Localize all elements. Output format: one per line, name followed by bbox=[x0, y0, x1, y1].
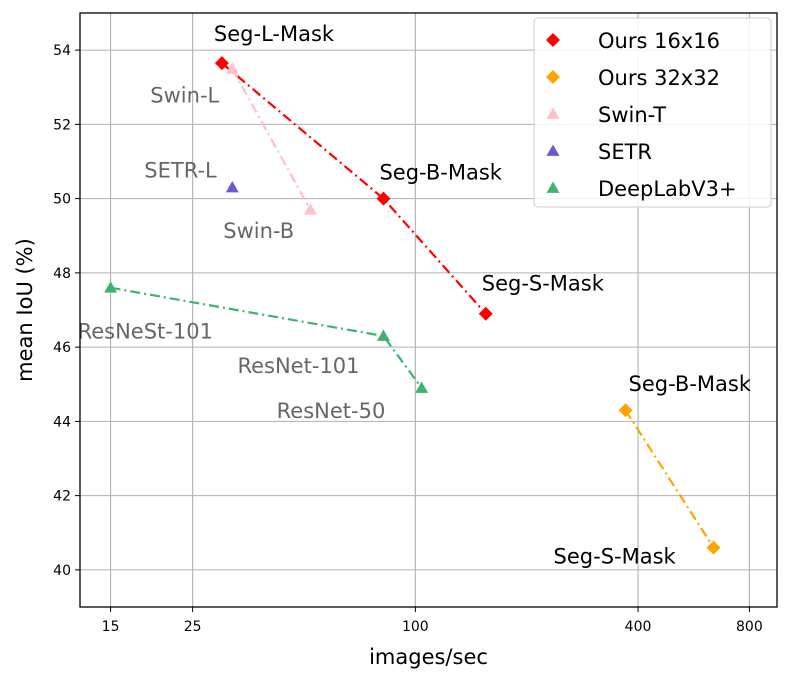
series-markers bbox=[104, 56, 721, 555]
diamond-marker bbox=[546, 70, 560, 84]
y-tick-label: 52 bbox=[53, 117, 71, 133]
diamond-marker bbox=[706, 540, 721, 555]
point-annotations: Seg-L-Mask Seg-B-Mask Seg-S-Mask Seg-B-Mask… bbox=[78, 22, 752, 568]
point-label: Swin-L bbox=[150, 84, 219, 108]
series-line bbox=[231, 68, 312, 211]
triangle-marker bbox=[546, 107, 560, 119]
diamond-marker bbox=[618, 403, 633, 418]
y-tick-label: 42 bbox=[53, 489, 71, 505]
y-tick-label: 50 bbox=[53, 192, 71, 208]
legend-entry: Ours 32x32 bbox=[598, 66, 720, 90]
series-lines bbox=[110, 62, 715, 549]
point-label: Seg-B-Mask bbox=[379, 161, 502, 185]
diamond-marker bbox=[214, 56, 229, 71]
point-label: ResNet-50 bbox=[277, 399, 386, 423]
x-tick-label: 400 bbox=[625, 619, 652, 635]
triangle-marker bbox=[303, 203, 317, 215]
legend-entry: DeepLabV3+ bbox=[598, 177, 737, 201]
legend: Ours 16x16 Ours 32x32 Swin-T SETR DeepLabV3+ bbox=[533, 17, 772, 208]
y-tick-label: 48 bbox=[53, 266, 71, 282]
y-tick-label: 46 bbox=[53, 340, 71, 356]
legend-entry: Ours 16x16 bbox=[598, 29, 720, 53]
plot-frame bbox=[79, 12, 778, 608]
diamond-marker bbox=[546, 33, 560, 47]
point-label: Seg-S-Mask bbox=[554, 545, 677, 569]
point-label: ResNeSt-101 bbox=[78, 320, 213, 344]
series-line bbox=[624, 409, 715, 549]
legend-box bbox=[533, 17, 772, 208]
x-tick-label: 800 bbox=[736, 619, 763, 635]
point-label: Seg-S-Mask bbox=[482, 272, 605, 296]
diamond-marker bbox=[376, 191, 391, 206]
point-label: ResNet-101 bbox=[237, 354, 359, 378]
point-label: Seg-B-Mask bbox=[629, 372, 752, 396]
point-label: Swin-B bbox=[223, 219, 294, 243]
y-tick-label: 40 bbox=[53, 563, 71, 579]
triangle-marker bbox=[225, 180, 239, 193]
x-tick-label: 15 bbox=[102, 619, 120, 635]
series-line bbox=[110, 286, 423, 389]
triangle-marker bbox=[415, 381, 429, 393]
triangle-marker bbox=[546, 181, 560, 193]
diamond-marker bbox=[478, 306, 493, 321]
x-axis-title: images/sec bbox=[369, 645, 488, 669]
triangle-marker bbox=[104, 281, 118, 293]
legend-entry: Swin-T bbox=[598, 103, 666, 127]
triangle-marker bbox=[376, 329, 390, 341]
x-tick-label: 100 bbox=[402, 619, 429, 635]
y-axis-title: mean IoU (%) bbox=[13, 238, 37, 382]
x-tick-label: 25 bbox=[184, 619, 202, 635]
y-tick-label: 54 bbox=[53, 43, 71, 59]
y-tick-label: 44 bbox=[53, 414, 71, 430]
triangle-marker bbox=[225, 62, 239, 74]
point-label: SETR-L bbox=[144, 158, 217, 182]
axis-ticks: 15 25 100 400 800 40 42 44 46 48 50 52 54 bbox=[53, 43, 763, 635]
legend-entry: SETR bbox=[598, 140, 652, 164]
triangle-marker bbox=[546, 144, 560, 156]
point-label: Seg-L-Mask bbox=[214, 22, 335, 46]
